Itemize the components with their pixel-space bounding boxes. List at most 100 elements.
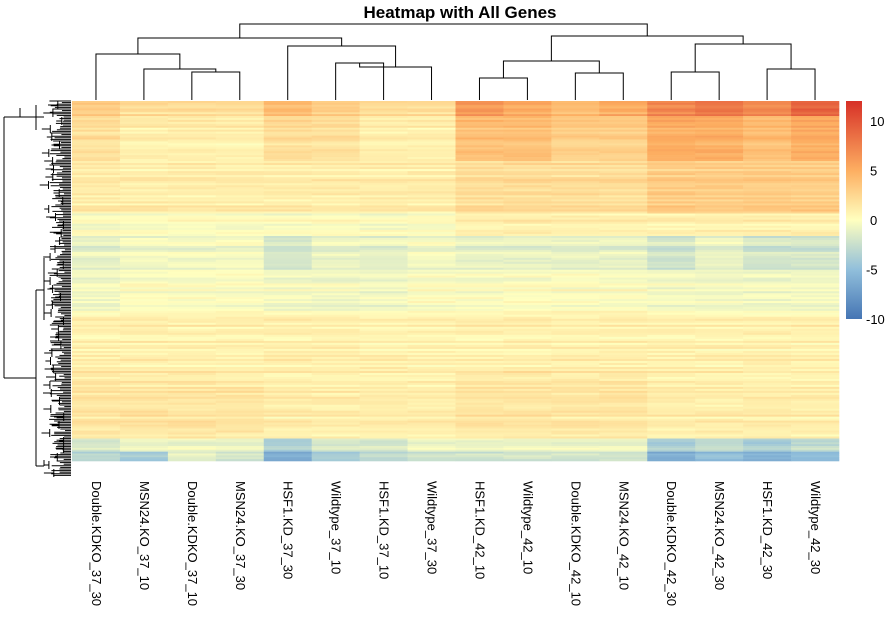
heatmap-cell [551, 394, 600, 398]
heatmap-cell [599, 123, 648, 127]
heatmap-cell [167, 422, 217, 425]
heatmap-cell [311, 360, 360, 364]
heatmap-cell [503, 338, 552, 342]
heatmap-cell [695, 163, 744, 166]
heatmap-cell [167, 382, 217, 386]
heatmap-cell [647, 104, 696, 107]
heatmap-cell [503, 149, 552, 152]
heatmap-cell [167, 273, 217, 276]
heatmap-cell [263, 149, 312, 152]
heatmap-cell [503, 336, 552, 340]
heatmap-cell [311, 324, 360, 328]
heatmap-cell [311, 318, 360, 322]
heatmap-cell [503, 449, 552, 452]
heatmap-cell [455, 283, 504, 286]
heatmap-cell [167, 205, 217, 208]
heatmap-cell [119, 340, 169, 344]
heatmap-cell [791, 271, 840, 274]
heatmap-cell [311, 233, 360, 237]
heatmap-cell [599, 449, 648, 452]
heatmap-cell [72, 295, 121, 298]
heatmap-cell [503, 110, 552, 113]
heatmap-cell [215, 279, 265, 282]
heatmap-cell [311, 408, 360, 412]
heatmap-cell [599, 247, 648, 251]
heatmap-cell [215, 125, 265, 129]
heatmap-cell [72, 141, 121, 144]
heatmap-cell [743, 386, 792, 390]
heatmap-cell [215, 221, 265, 225]
heatmap-cell [359, 342, 408, 346]
heatmap-cell [743, 293, 792, 296]
heatmap-cell [407, 231, 456, 235]
heatmap-cell [455, 143, 504, 146]
heatmap-cell [647, 247, 696, 251]
heatmap-cell [503, 410, 552, 413]
heatmap-cell [407, 368, 456, 372]
heatmap-cell [215, 193, 265, 196]
heatmap-cell [743, 265, 792, 269]
heatmap-cell [407, 418, 456, 421]
heatmap-cell [119, 424, 169, 427]
heatmap-cell [215, 177, 265, 180]
heatmap-cell [119, 233, 169, 237]
heatmap-cell [455, 215, 504, 218]
heatmap-cell [263, 449, 312, 452]
heatmap-cell [263, 287, 312, 290]
heatmap-cell [551, 316, 600, 320]
heatmap-cell [599, 310, 648, 314]
heatmap-cell [119, 390, 169, 394]
heatmap-cell [695, 459, 744, 462]
heatmap-cell [791, 287, 840, 290]
heatmap-cell [743, 169, 792, 172]
heatmap-cell [791, 304, 840, 308]
legend-tick-label: 10 [870, 114, 884, 129]
heatmap-cell [695, 101, 744, 104]
heatmap-cell [263, 291, 312, 294]
heatmap-cell [167, 451, 217, 454]
heatmap-cell [503, 167, 552, 170]
heatmap-cell [695, 253, 744, 257]
heatmap-cell [263, 422, 312, 425]
heatmap-cell [791, 398, 840, 402]
heatmap-cell [167, 163, 217, 166]
heatmap-cell [311, 183, 360, 186]
heatmap-cell [503, 173, 552, 176]
heatmap-cell [263, 225, 312, 229]
heatmap-cell [695, 358, 744, 362]
heatmap-cell [215, 285, 265, 288]
heatmap-cell [599, 384, 648, 388]
heatmap-cell [743, 181, 792, 184]
heatmap-cell [599, 161, 648, 164]
heatmap-cell [551, 133, 600, 136]
heatmap-cell [72, 408, 121, 412]
heatmap-cell [311, 285, 360, 288]
heatmap-cell [311, 304, 360, 308]
heatmap-cell [72, 149, 121, 152]
heatmap-cell [647, 422, 696, 425]
heatmap-cell [791, 332, 840, 336]
heatmap-cell [647, 436, 696, 439]
heatmap-cell [503, 398, 552, 402]
heatmap-cell [503, 143, 552, 146]
heatmap-cell [503, 378, 552, 382]
heatmap-cell [503, 392, 552, 396]
heatmap-cell [743, 378, 792, 382]
heatmap-cell [743, 135, 792, 138]
heatmap-cell [551, 209, 600, 212]
heatmap-cell [551, 236, 600, 239]
heatmap-cell [407, 412, 456, 415]
heatmap-cell [743, 243, 792, 247]
heatmap-cell [503, 412, 552, 415]
heatmap-cell [695, 195, 744, 198]
heatmap-cell [311, 396, 360, 400]
heatmap-cell [407, 451, 456, 454]
heatmap-cell [72, 225, 121, 229]
heatmap-cell [359, 414, 408, 417]
heatmap-cell [647, 386, 696, 390]
heatmap-cell [407, 330, 456, 334]
heatmap-cell [503, 312, 552, 316]
heatmap-cell [311, 340, 360, 344]
heatmap-cell [743, 384, 792, 388]
heatmap-cell [599, 163, 648, 166]
